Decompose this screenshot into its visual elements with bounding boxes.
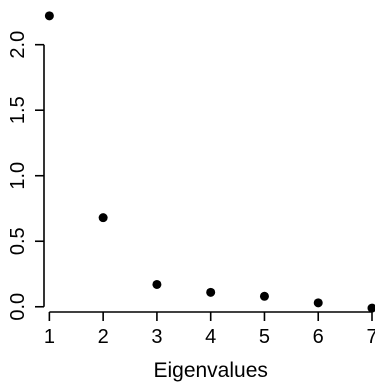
x-axis-ticks: 1 2 3 4 5 6 7 — [44, 312, 375, 348]
data-point-4 — [206, 287, 216, 297]
x-tick-label-7: 7 — [366, 326, 375, 348]
x-tick-label-1: 1 — [44, 326, 55, 348]
x-tick-label-3: 3 — [151, 326, 162, 348]
y-tick-label-1.0: 1.0 — [7, 162, 29, 190]
data-point-5 — [259, 291, 269, 301]
data-point-3 — [152, 279, 162, 289]
y-axis-ticks: 0.0 0.5 1.0 1.5 2.0 — [7, 31, 44, 321]
data-point-2 — [98, 213, 108, 223]
x-tick-label-6: 6 — [313, 326, 324, 348]
data-point-7 — [367, 303, 375, 313]
axes — [43, 44, 372, 313]
x-tick-label-5: 5 — [259, 326, 270, 348]
y-tick-label-1.5: 1.5 — [7, 96, 29, 124]
x-axis-title: Eigenvalues — [153, 359, 267, 382]
x-tick-label-4: 4 — [205, 326, 216, 348]
y-tick-label-2.0: 2.0 — [7, 31, 29, 59]
data-point-6 — [313, 298, 323, 308]
y-tick-label-0.5: 0.5 — [7, 227, 29, 255]
y-tick-label-0.0: 0.0 — [7, 293, 29, 321]
plot-area — [44, 11, 375, 313]
x-tick-label-2: 2 — [98, 326, 109, 348]
data-point-1 — [44, 11, 54, 21]
